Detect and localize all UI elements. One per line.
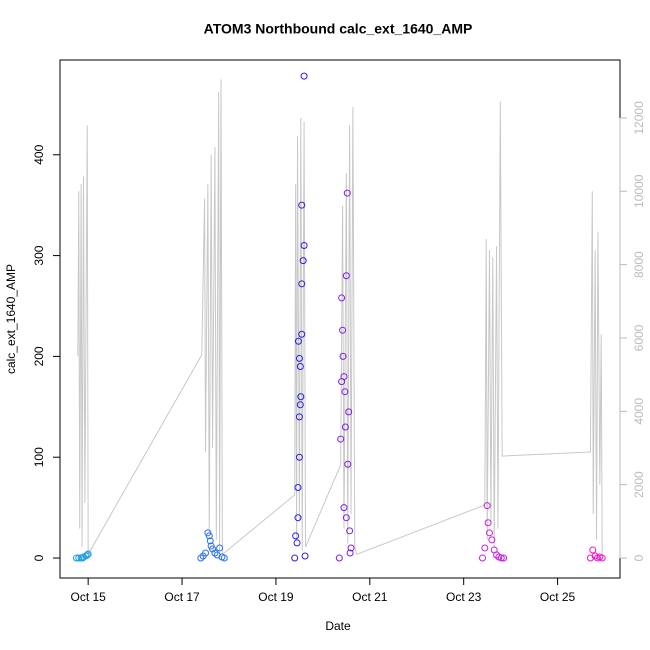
x-tick-label: Oct 23 <box>446 590 482 604</box>
scatter-point <box>483 502 491 510</box>
scatter-point <box>500 554 508 562</box>
scatter-point <box>213 551 221 559</box>
scatter-point <box>294 483 302 491</box>
scatter-point <box>340 504 348 512</box>
y2-tick-label: 6000 <box>632 324 646 351</box>
scatter-point <box>591 552 599 560</box>
scatter-point <box>220 554 228 562</box>
y-axis-label: calc_ext_1640_AMP <box>4 264 18 374</box>
line-series <box>77 79 603 557</box>
scatter-point <box>296 401 304 409</box>
scatter-point <box>586 554 594 562</box>
scatter-point <box>206 537 214 545</box>
scatter-point <box>338 294 346 302</box>
scatter-point <box>339 352 347 360</box>
scatter-point <box>197 554 205 562</box>
scatter-point <box>301 552 309 560</box>
scatter-point <box>342 272 350 280</box>
scatter-point <box>346 549 354 557</box>
y2-tick-label: 8000 <box>632 251 646 278</box>
scatter-point <box>478 554 486 562</box>
scatter-point <box>342 514 350 522</box>
scatter-point <box>84 550 92 558</box>
scatter-point <box>335 554 343 562</box>
scatter-point <box>291 554 299 562</box>
scatter-point <box>344 460 352 468</box>
scatter-point <box>202 549 210 557</box>
scatter-point <box>298 201 306 209</box>
x-tick-label: Oct 25 <box>540 590 576 604</box>
x-tick-label: Oct 19 <box>258 590 294 604</box>
scatter-point <box>343 189 351 197</box>
plot-box <box>59 59 621 579</box>
scatter-point <box>295 453 303 461</box>
scatter-point <box>298 280 306 288</box>
scatter-point <box>211 549 219 557</box>
scatter-point <box>292 532 300 540</box>
y2-tick-label: 4000 <box>632 398 646 425</box>
scatter-point <box>79 554 87 562</box>
scatter-point <box>488 536 496 544</box>
chart-title: ATOM3 Northbound calc_ext_1640_AMP <box>204 21 473 37</box>
scatter-point <box>298 330 306 338</box>
scatter-point <box>300 72 308 80</box>
scatter-point <box>341 423 349 431</box>
scatter-point <box>484 519 492 527</box>
y-tick-label: 0 <box>32 554 46 561</box>
scatter-point <box>341 388 349 396</box>
y-tick-label: 400 <box>32 144 46 164</box>
x-axis-label: Date <box>325 619 351 633</box>
scatter-point <box>295 354 303 362</box>
scatter-point <box>486 529 494 537</box>
scatter-point <box>337 435 345 443</box>
x-tick-label: Oct 17 <box>164 590 200 604</box>
scatter-point <box>345 408 353 416</box>
scatter-point <box>294 514 302 522</box>
scatter-point <box>299 257 307 265</box>
y2-tick-label: 0 <box>632 554 646 561</box>
scatter-point <box>205 532 213 540</box>
y-tick-label: 200 <box>32 346 46 366</box>
x-tick-label: Oct 21 <box>352 590 388 604</box>
x-tick-label: Oct 15 <box>70 590 106 604</box>
scatter-point <box>295 413 303 421</box>
scatter-point <box>347 544 355 552</box>
scatter-point <box>497 554 505 562</box>
scatter-point <box>346 527 354 535</box>
scatter-point <box>300 242 308 250</box>
scatter-point <box>598 554 606 562</box>
scatter-point <box>294 337 302 345</box>
y-tick-label: 300 <box>32 245 46 265</box>
y2-tick-label: 2000 <box>632 471 646 498</box>
scatter-point <box>75 554 83 562</box>
scatter-point <box>297 393 305 401</box>
scatter-point <box>589 546 597 554</box>
scatter-point <box>296 362 304 370</box>
y-tick-label: 100 <box>32 447 46 467</box>
scatter-point <box>209 545 217 553</box>
y2-tick-label: 12000 <box>632 101 646 135</box>
scatter-point <box>338 378 346 386</box>
scatter-point <box>481 544 489 552</box>
y2-tick-label: 10000 <box>632 174 646 208</box>
scatter-point <box>293 539 301 547</box>
scatter-point <box>216 544 224 552</box>
scatter-point <box>339 326 347 334</box>
